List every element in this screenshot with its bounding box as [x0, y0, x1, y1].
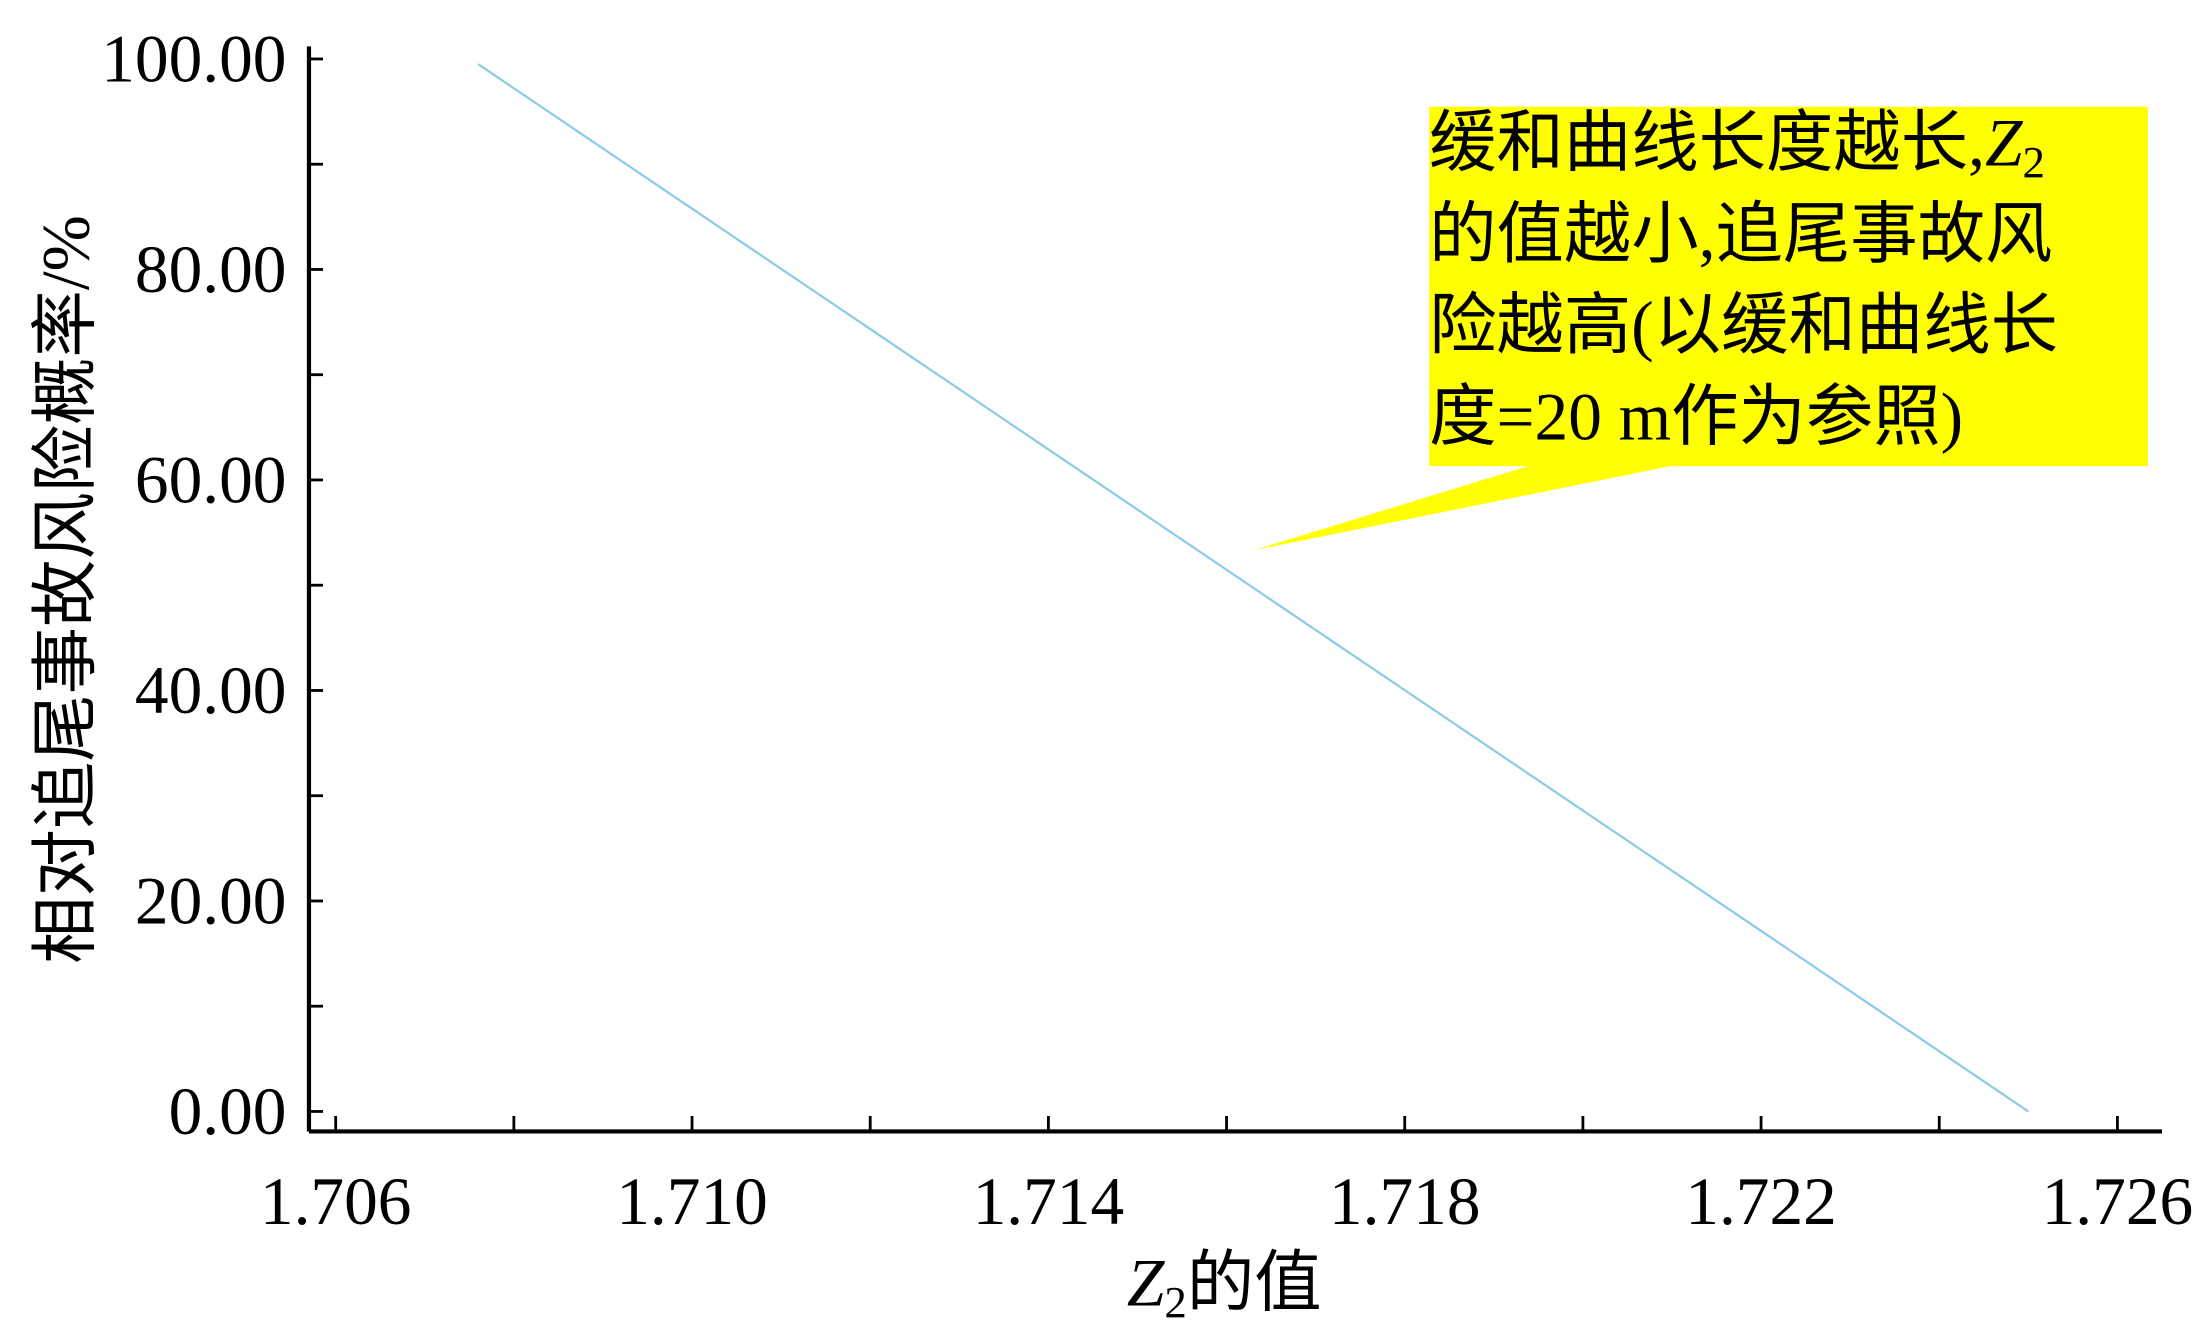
annotation-line: 缓和曲线长度越长,Z2: [1429, 106, 2045, 187]
annotation-line: 的值越小,追尾事故风: [1429, 197, 2052, 272]
annotation-text: 缓和曲线长度越长,: [1429, 106, 1985, 181]
x-tick-label: 1.706: [260, 1164, 412, 1239]
x-tick-label: 1.722: [1685, 1164, 1837, 1239]
y-axis-label: 相对追尾事故风险概率/%: [29, 215, 104, 964]
y-tick-label: 60.00: [135, 442, 287, 517]
annotation-var: Z: [1985, 106, 2024, 181]
annotation-line: 度=20 m作为参照): [1429, 379, 1963, 454]
x-tick-label: 1.710: [616, 1164, 768, 1239]
annotation-pointer: [1253, 463, 1685, 551]
y-tick-label: 100.00: [101, 21, 286, 96]
x-label-text: 的值: [1187, 1246, 1322, 1321]
y-tick-label: 80.00: [135, 232, 287, 307]
x-label-sub: 2: [1164, 1277, 1186, 1327]
annotation-line: 险越高(以缓和曲线长: [1429, 288, 2058, 363]
x-tick-label: 1.718: [1329, 1164, 1481, 1239]
y-tick-label: 20.00: [135, 863, 287, 938]
x-tick-label: 1.714: [973, 1164, 1125, 1239]
x-label-var: Z: [1127, 1246, 1166, 1321]
y-tick-label: 40.00: [135, 653, 287, 728]
x-axis-label: Z2的值: [1127, 1246, 1322, 1327]
annotation: 缓和曲线长度越长,Z2 的值越小,追尾事故风 险越高(以缓和曲线长 度=20 m…: [1253, 106, 2148, 551]
data-line: [477, 63, 2029, 1113]
annotation-box: [1429, 106, 2148, 467]
y-tick-label: 0.00: [169, 1074, 287, 1149]
annotation-sub: 2: [2023, 137, 2045, 187]
x-tick-label: 1.726: [2042, 1164, 2194, 1239]
